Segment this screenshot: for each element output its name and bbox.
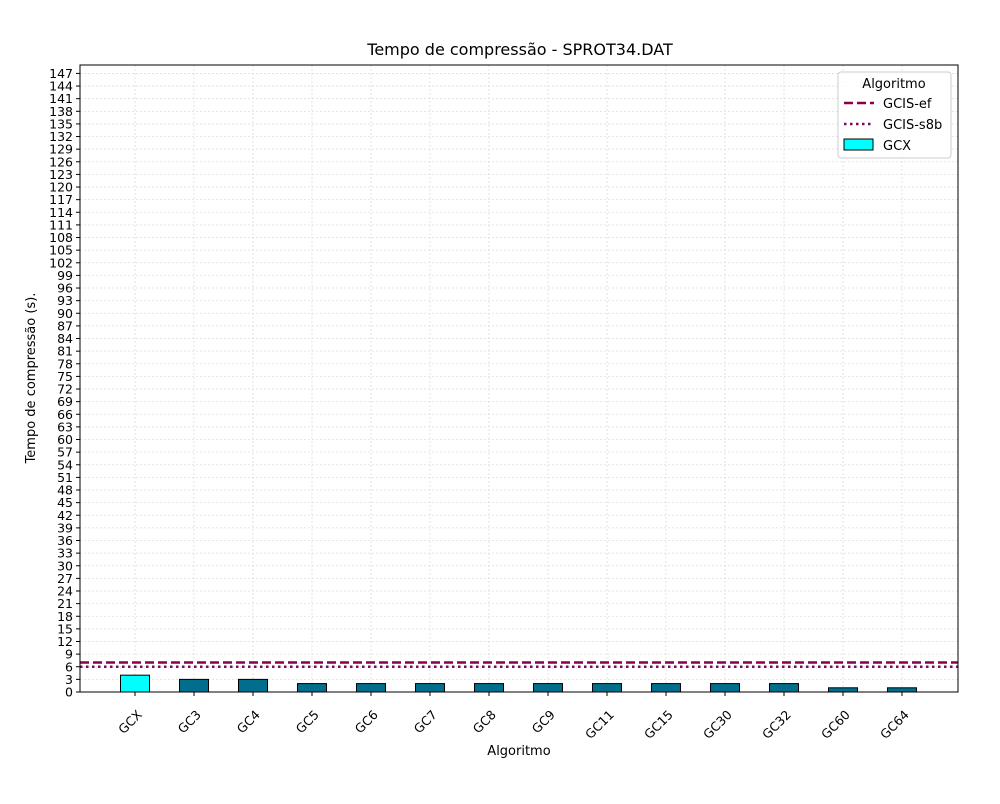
y-tick-label: 111	[49, 217, 73, 232]
y-tick-label: 114	[49, 205, 73, 220]
x-tick-label-gcx: GCX	[115, 707, 145, 737]
y-tick-label: 0	[65, 685, 73, 700]
y-tick-label: 15	[57, 621, 73, 636]
y-tick-label: 81	[57, 344, 73, 359]
y-tick-label: 36	[57, 533, 73, 548]
bar-gc4	[238, 678, 268, 693]
y-tick-label: 6	[65, 659, 73, 674]
y-tick-label: 102	[49, 255, 73, 270]
bar-gc9	[533, 683, 563, 693]
y-tick-label: 60	[57, 432, 73, 447]
y-tick-label: 33	[57, 546, 73, 561]
y-tick-label: 135	[49, 116, 73, 131]
y-tick-label: 18	[57, 609, 73, 624]
x-tick-label-gc60: GC60	[818, 707, 853, 742]
bar-gc3	[179, 678, 209, 693]
y-tick-label: 42	[57, 508, 73, 523]
y-tick-label: 96	[57, 281, 73, 296]
bar-gc32	[769, 683, 799, 693]
legend: Algoritmo GCIS-ef GCIS-s8b GCX	[837, 71, 952, 159]
y-tick-label: 12	[57, 634, 73, 649]
y-tick-label: 87	[57, 318, 73, 333]
y-tick-label: 3	[65, 672, 73, 687]
bar-gc11	[592, 683, 622, 693]
bar-gc30	[710, 683, 740, 693]
y-tick-label: 147	[49, 66, 73, 81]
y-tick-label: 108	[49, 230, 73, 245]
y-tick-label: 78	[57, 356, 73, 371]
x-tick-label-gc7: GC7	[411, 707, 440, 736]
x-tick-label-gc3: GC3	[175, 707, 204, 736]
y-tick-label: 57	[57, 445, 73, 460]
x-tick-label-gc32: GC32	[759, 707, 794, 742]
x-tick-label-gc5: GC5	[293, 707, 322, 736]
legend-label-gcis-ef: GCIS-ef	[883, 97, 932, 112]
legend-label-gcis-s8b: GCIS-s8b	[883, 118, 942, 133]
y-tick-label: 27	[57, 571, 73, 586]
y-tick-label: 99	[57, 268, 73, 283]
bar-gcx	[120, 674, 150, 693]
bar-gc6	[356, 683, 386, 693]
x-tick-label-gc11: GC11	[582, 707, 617, 742]
y-tick-label: 132	[49, 129, 73, 144]
bar-gc5	[297, 683, 327, 693]
y-tick-label: 105	[49, 243, 73, 258]
y-tick-label: 144	[49, 79, 73, 94]
y-tick-label: 21	[57, 596, 73, 611]
chart-title: Tempo de compressão - SPROT34.DAT	[366, 40, 673, 59]
y-tick-label: 123	[49, 167, 73, 182]
y-tick-label: 90	[57, 306, 73, 321]
y-tick-label: 24	[57, 584, 73, 599]
x-tick-label-gc30: GC30	[700, 707, 735, 742]
reference-lines	[80, 661, 958, 669]
y-tick-label: 138	[49, 104, 73, 119]
y-tick-label: 39	[57, 520, 73, 535]
x-tick-label-gc6: GC6	[352, 707, 381, 736]
x-axis: GCX GC3 GC4 GC5 GC6 GC7 GC8 GC9 GC11 GC15 GC30 GC32…	[115, 692, 912, 742]
bar-gc15	[651, 683, 681, 693]
plot-frame	[79, 64, 959, 693]
x-tick-label-gc4: GC4	[234, 707, 263, 736]
y-tick-label: 72	[57, 382, 73, 397]
x-tick-label-gc8: GC8	[470, 707, 499, 736]
bar-gc64	[887, 687, 917, 693]
y-tick-label: 30	[57, 558, 73, 573]
y-tick-label: 117	[49, 192, 73, 207]
bar-gc8	[474, 683, 504, 693]
y-tick-label: 66	[57, 407, 73, 422]
y-tick-label: 120	[49, 180, 73, 195]
y-tick-label: 129	[49, 142, 73, 157]
bar-gc7	[415, 683, 445, 693]
legend-title: Algoritmo	[862, 77, 925, 92]
x-tick-label-gc64: GC64	[877, 707, 912, 742]
y-tick-label: 75	[57, 369, 73, 384]
y-tick-label: 126	[49, 154, 73, 169]
y-tick-label: 63	[57, 419, 73, 434]
bars	[120, 674, 917, 693]
y-tick-label: 54	[57, 457, 73, 472]
legend-swatch-gcx	[843, 138, 874, 151]
bar-gc60	[828, 687, 858, 693]
y-tick-label: 141	[49, 91, 73, 106]
legend-label-gcx: GCX	[883, 139, 911, 154]
grid	[80, 65, 958, 693]
y-tick-label: 51	[57, 470, 73, 485]
y-tick-label: 45	[57, 495, 73, 510]
y-tick-label: 93	[57, 293, 73, 308]
x-tick-label-gc15: GC15	[641, 707, 676, 742]
y-tick-label: 9	[65, 647, 73, 662]
y-tick-label: 48	[57, 483, 73, 498]
y-axis-label: Tempo de compressão (s).	[24, 293, 39, 465]
x-tick-label-gc9: GC9	[529, 707, 558, 736]
x-axis-label: Algoritmo	[487, 744, 550, 759]
y-tick-label: 84	[57, 331, 73, 346]
y-axis: 0369121518212427303336394245485154576063…	[49, 66, 80, 700]
legend-box	[837, 71, 952, 159]
y-tick-label: 69	[57, 394, 73, 409]
